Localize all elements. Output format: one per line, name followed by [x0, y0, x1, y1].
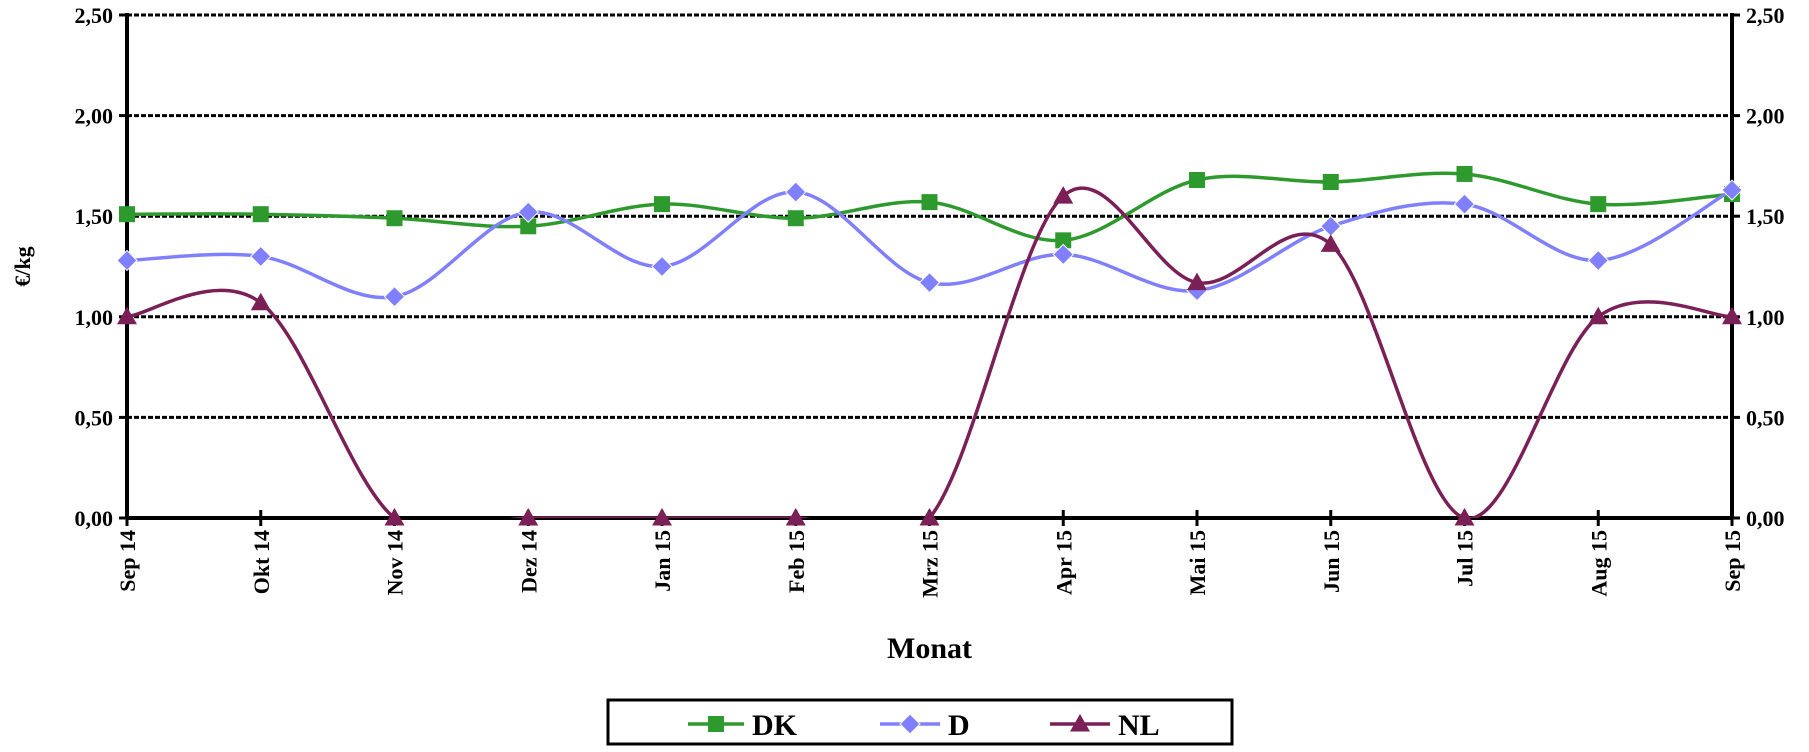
y-axis-left-ticks: 0,00 0,50 1,00 1,50 2,00 2,50 [75, 3, 127, 531]
data-point-dk [1055, 232, 1072, 249]
x-axis-ticks: Sep 14 Okt 14 Nov 14 Dez 14 Jan 15 Feb 15 Mrz … [115, 510, 1745, 598]
data-point-d [1721, 179, 1743, 201]
y-tick-label-left: 0,00 [75, 506, 114, 531]
y-tick-label-right: 1,00 [1746, 305, 1785, 330]
legend: DK D NL [606, 698, 1234, 746]
data-point-d [1052, 243, 1074, 266]
series-dk [119, 165, 1740, 249]
y-tick-label-right: 0,50 [1746, 405, 1785, 430]
x-tick-label: Feb 15 [784, 530, 809, 593]
data-point-nl [1454, 508, 1475, 526]
data-point-dk [520, 218, 537, 235]
data-point-nl [1588, 306, 1609, 325]
x-tick-label: Sep 15 [1720, 530, 1745, 592]
y-tick-label-left: 2,50 [75, 3, 114, 28]
legend-marker-d [899, 713, 921, 735]
legend-label-nl: NL [1118, 709, 1160, 742]
y-axis-right-ticks: 0,00 0,50 1,00 1,50 2,00 2,50 [1732, 3, 1785, 531]
series-group [116, 165, 1743, 526]
series-nl [117, 186, 1742, 526]
y-tick-label-right: 0,00 [1746, 506, 1785, 531]
series-line-nl [127, 186, 1732, 518]
x-tick-label: Dez 14 [516, 530, 541, 593]
data-point-d [1587, 249, 1609, 272]
legend-label-dk: DK [752, 709, 798, 742]
legend-marker-dk [708, 716, 724, 732]
data-point-dk [252, 206, 269, 223]
y-tick-label-right: 2,50 [1746, 3, 1785, 28]
x-tick-label: Aug 15 [1586, 530, 1611, 597]
data-point-nl [250, 292, 271, 311]
data-point-d [116, 249, 138, 272]
data-point-dk [921, 194, 938, 211]
data-point-dk [1456, 165, 1473, 182]
data-point-d [250, 245, 272, 268]
x-tick-label: Sep 14 [115, 530, 140, 592]
x-tick-label: Okt 14 [249, 530, 274, 594]
y-tick-label-right: 1,50 [1746, 204, 1785, 229]
data-point-d [1453, 193, 1476, 215]
y-tick-label-right: 2,00 [1746, 104, 1785, 129]
data-point-dk [1590, 196, 1607, 213]
data-point-nl [384, 508, 405, 526]
y-tick-label-left: 0,50 [75, 405, 114, 430]
data-point-nl [919, 508, 940, 526]
legend-marker-nl [1070, 714, 1090, 732]
x-tick-label: Apr 15 [1051, 530, 1076, 595]
data-point-d [785, 181, 807, 203]
y-axis-title: €/kg [10, 246, 35, 286]
data-point-d [517, 201, 539, 223]
y-tick-label-left: 1,50 [75, 204, 114, 229]
data-point-nl [1187, 272, 1207, 291]
data-point-dk [119, 206, 135, 223]
y-tick-label-left: 1,00 [75, 305, 114, 330]
data-point-d [918, 271, 941, 294]
data-point-nl [1320, 234, 1341, 252]
y-tick-label-left: 2,00 [75, 104, 114, 129]
data-point-nl [652, 508, 672, 526]
data-point-d [1320, 215, 1342, 237]
x-tick-label: Jan 15 [650, 530, 675, 592]
data-point-dk [1189, 171, 1205, 188]
x-tick-label: Jun 15 [1319, 530, 1344, 593]
data-point-d [383, 285, 406, 308]
x-tick-label: Mrz 15 [918, 530, 943, 598]
data-point-nl [785, 508, 806, 526]
data-point-nl [1053, 186, 1074, 204]
data-point-nl [117, 306, 137, 325]
data-point-dk [1322, 173, 1339, 190]
data-point-dk [787, 210, 804, 227]
data-point-dk [386, 210, 403, 227]
x-tick-label: Mai 15 [1185, 530, 1210, 595]
legend-label-d: D [948, 709, 970, 742]
data-point-nl [1722, 306, 1742, 325]
data-point-nl [518, 508, 539, 526]
data-point-d [651, 255, 673, 278]
x-axis-title: Monat [887, 632, 972, 665]
axes [125, 13, 1734, 520]
data-point-dk [654, 196, 670, 213]
x-tick-label: Jul 15 [1453, 530, 1478, 587]
x-tick-label: Nov 14 [383, 530, 408, 595]
